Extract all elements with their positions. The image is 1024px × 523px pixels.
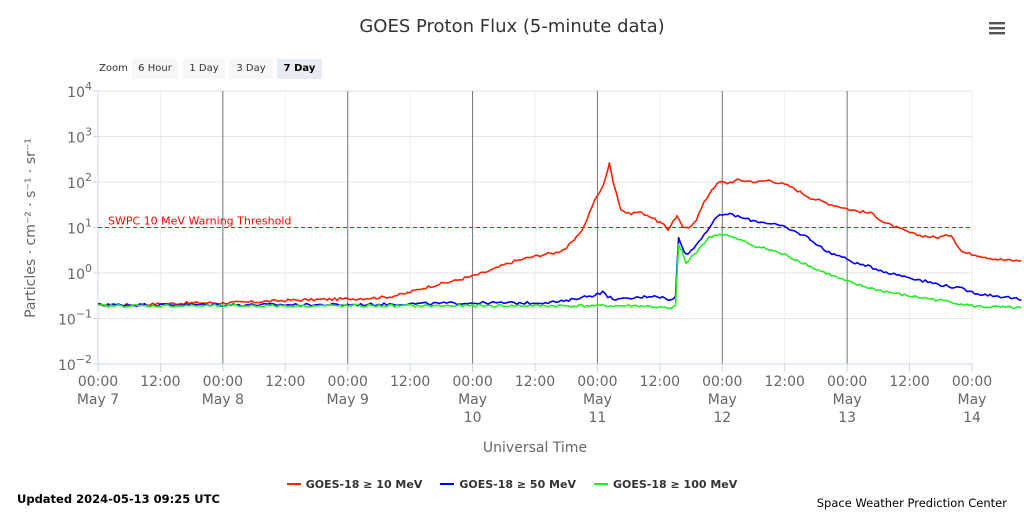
legend-item-50mev[interactable]: GOES-18 ≥ 50 MeV xyxy=(440,478,576,491)
x-tick-label: 00:00 xyxy=(78,374,118,390)
legend-swatch-100mev xyxy=(593,483,608,485)
y-tick-label: 10−2 xyxy=(58,353,92,374)
chart-menu-button[interactable] xyxy=(986,17,1008,39)
x-tick-label: 12:00 xyxy=(765,374,805,390)
chart-legend: GOES-18 ≥ 10 MeV GOES-18 ≥ 50 MeV GOES-1… xyxy=(0,476,1024,492)
x-tick-date-label: 14 xyxy=(963,410,981,426)
warning-threshold-label: SWPC 10 MeV Warning Threshold xyxy=(108,215,291,228)
hamburger-menu-icon xyxy=(989,22,1005,35)
x-tick-label: 00:00 xyxy=(827,374,867,390)
x-tick-date-label: May 9 xyxy=(327,392,369,408)
series-line-10mev xyxy=(98,162,1022,307)
x-tick-label: 00:00 xyxy=(452,374,492,390)
x-tick-label: 12:00 xyxy=(889,374,929,390)
chart-title: GOES Proton Flux (5-minute data) xyxy=(359,16,664,37)
x-axis-title: Universal Time xyxy=(483,440,587,456)
y-tick-label: 10−1 xyxy=(58,308,92,329)
x-tick-date-label: 12 xyxy=(713,410,731,426)
x-tick-date-label: May 7 xyxy=(77,392,119,408)
y-tick-label: 104 xyxy=(67,80,92,101)
y-tick-label: 101 xyxy=(67,217,92,238)
y-tick-label: 102 xyxy=(67,171,92,192)
x-tick-date-label: May xyxy=(458,392,487,408)
legend-swatch-50mev xyxy=(440,483,455,485)
x-tick-label: 12:00 xyxy=(640,374,680,390)
x-tick-label: 12:00 xyxy=(515,374,555,390)
updated-timestamp: Updated 2024-05-13 09:25 UTC xyxy=(17,492,220,506)
x-tick-label: 00:00 xyxy=(702,374,742,390)
series-line-50mev xyxy=(97,212,1022,307)
x-tick-label: 00:00 xyxy=(952,374,992,390)
x-tick-label: 00:00 xyxy=(328,374,368,390)
series-line-100mev xyxy=(97,233,1022,310)
credit-text: Space Weather Prediction Center xyxy=(816,496,1007,510)
x-tick-date-label: May xyxy=(958,392,987,408)
legend-item-10mev[interactable]: GOES-18 ≥ 10 MeV xyxy=(286,477,423,491)
y-axis-title: Particles · cm⁻² · s⁻¹ · sr⁻¹ xyxy=(23,138,39,318)
y-tick-label: 100 xyxy=(67,262,92,283)
x-tick-label: 12:00 xyxy=(140,374,180,390)
legend-swatch-10mev xyxy=(286,483,301,485)
x-tick-date-label: May xyxy=(583,392,612,408)
x-tick-label: 12:00 xyxy=(390,374,430,390)
x-tick-label: 00:00 xyxy=(203,374,243,390)
y-tick-label: 103 xyxy=(67,126,92,147)
x-tick-date-label: 11 xyxy=(589,410,607,426)
x-tick-date-label: May 8 xyxy=(202,392,244,408)
zoom-3-day-button[interactable]: 3 Day xyxy=(229,59,273,79)
zoom-7-day-button[interactable]: 7 Day xyxy=(277,59,322,79)
zoom-label: Zoom xyxy=(99,63,128,74)
legend-label-10mev: GOES-18 ≥ 10 MeV xyxy=(305,477,423,491)
zoom-6-hour-button[interactable]: 6 Hour xyxy=(132,59,178,79)
legend-label-100mev: GOES-18 ≥ 100 MeV xyxy=(612,477,738,491)
x-tick-label: 00:00 xyxy=(577,374,617,390)
x-tick-date-label: May xyxy=(708,392,737,408)
x-tick-date-label: May xyxy=(833,392,862,408)
zoom-1-day-button[interactable]: 1 Day xyxy=(183,59,225,79)
legend-label-50mev: GOES-18 ≥ 50 MeV xyxy=(459,477,576,491)
x-tick-date-label: 13 xyxy=(838,410,856,426)
x-tick-date-label: 10 xyxy=(464,410,482,426)
legend-item-100mev[interactable]: GOES-18 ≥ 100 MeV xyxy=(593,477,738,491)
x-tick-label: 12:00 xyxy=(265,374,305,390)
